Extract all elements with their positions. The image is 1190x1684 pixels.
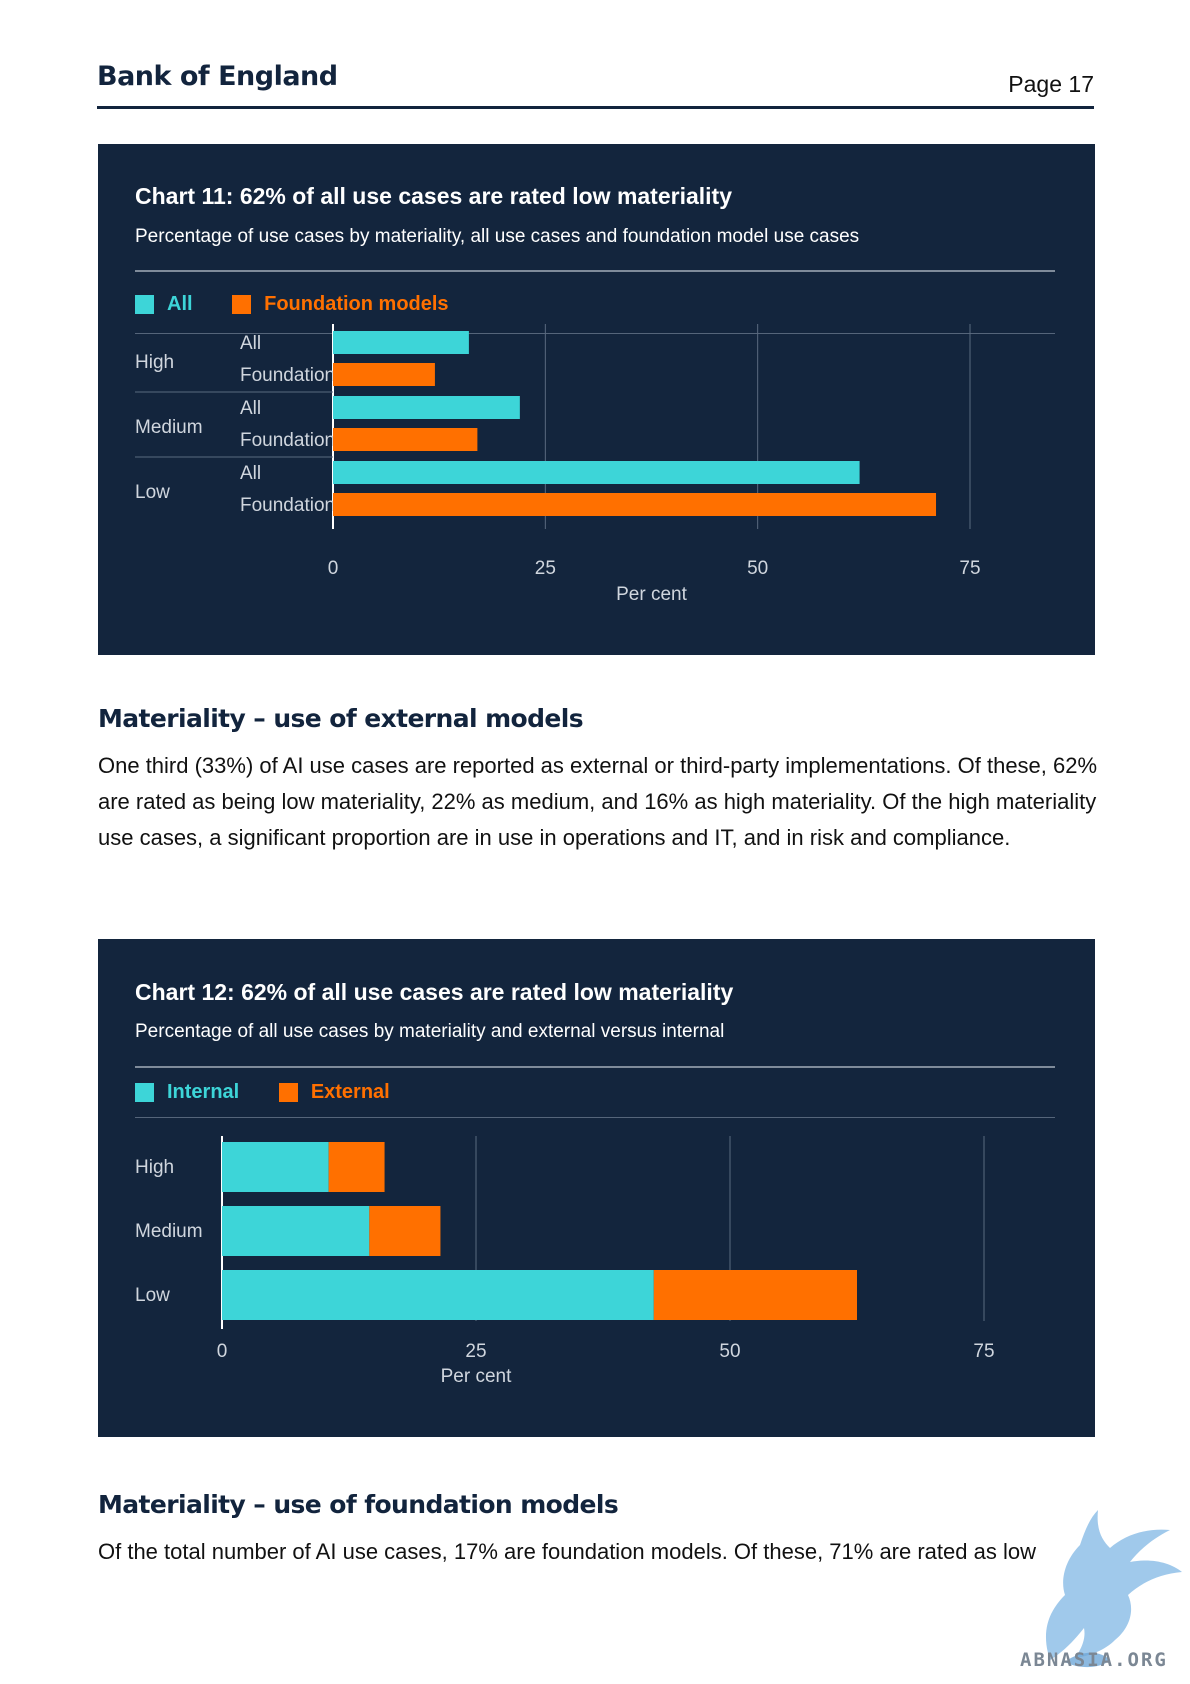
sub-label-all: All — [240, 333, 261, 354]
sub-label-foundation: Foundation — [240, 495, 335, 516]
category-label-high: High — [135, 352, 174, 373]
x-tick-label: 0 — [328, 558, 339, 579]
watermark-text: ABNASIA.ORG — [1020, 1649, 1168, 1671]
bar-high-external — [328, 1142, 385, 1192]
legend-label-all: All — [167, 293, 193, 315]
legend-label-internal: Internal — [167, 1081, 240, 1103]
legend-swatch-external — [278, 1083, 298, 1102]
bar-medium-all — [333, 396, 520, 419]
legend-item-all: All — [135, 293, 193, 316]
x-tick-label: 50 — [747, 558, 768, 579]
category-label-low: Low — [135, 482, 170, 503]
legend-item-internal: Internal — [135, 1081, 239, 1104]
bar-high-all — [333, 331, 469, 354]
legend-swatch-all — [135, 295, 154, 314]
bar-low-external — [653, 1270, 857, 1320]
brand-name: Bank of England — [97, 61, 338, 92]
bar-medium-external — [369, 1206, 441, 1256]
x-tick-label: 25 — [465, 1341, 486, 1362]
dragon-watermark-icon — [1045, 1510, 1182, 1668]
chart-12-plot: 0 25 50 75 High Medium Low Per cent — [135, 1136, 995, 1387]
chart-11-subtitle: Percentage of use cases by materiality, … — [135, 226, 860, 247]
chart-12-legend: Internal External — [135, 1081, 424, 1108]
bar-low-foundation-models — [333, 493, 937, 516]
x-tick-label: 75 — [959, 558, 980, 579]
sub-label-foundation: Foundation — [240, 365, 335, 386]
x-tick-label: 50 — [719, 1341, 740, 1362]
chart-12-title: Chart 12: 62% of all use cases are rated… — [135, 979, 734, 1005]
sub-label-all: All — [240, 463, 261, 484]
chart-11-top-rule — [135, 270, 1055, 272]
page-header: Bank of England Page 17 — [97, 58, 1094, 109]
paragraph-foundation-models: Of the total number of AI use cases, 17%… — [98, 1539, 1036, 1564]
chart-11-legend-rule — [135, 333, 1055, 334]
chart-11-title: Chart 11: 62% of all use cases are rated… — [135, 183, 733, 209]
bar-low-internal — [222, 1270, 654, 1320]
x-tick-label: 75 — [973, 1341, 994, 1362]
x-axis-label: Per cent — [616, 584, 687, 605]
bar-low-all — [333, 461, 860, 484]
chart-11-plot: 0 25 50 75 High All Foundation Medium All Foundat… — [135, 324, 981, 605]
x-axis-label: Per cent — [441, 1366, 512, 1387]
legend-label-external: External — [310, 1081, 390, 1103]
sub-label-foundation: Foundation — [240, 430, 335, 451]
bar-high-internal — [222, 1142, 329, 1192]
chart-12-top-rule — [135, 1066, 1055, 1068]
category-label-high: High — [135, 1157, 174, 1178]
chart-12-subtitle: Percentage of all use cases by materiali… — [135, 1021, 725, 1042]
x-tick-label: 25 — [535, 558, 556, 579]
page-number: Page 17 — [1008, 71, 1094, 97]
category-label-low: Low — [135, 1285, 170, 1306]
section-heading-external-models: Materiality – use of external models — [98, 704, 584, 733]
bar-medium-internal — [222, 1206, 370, 1256]
chart-12-panel: Chart 12: 62% of all use cases are rated… — [98, 939, 1095, 1437]
chart-11-panel: Chart 11: 62% of all use cases are rated… — [98, 144, 1095, 655]
legend-swatch-internal — [135, 1083, 154, 1102]
legend-swatch-foundation — [232, 295, 252, 314]
section-heading-foundation-models: Materiality – use of foundation models — [98, 1490, 619, 1519]
category-label-medium: Medium — [135, 1221, 203, 1242]
legend-item-foundation: Foundation models — [232, 293, 449, 316]
chart-12-legend-rule — [135, 1117, 1055, 1118]
bar-medium-foundation-models — [333, 428, 478, 451]
chart-11-legend: All Foundation models — [135, 293, 483, 320]
legend-label-foundation: Foundation models — [264, 293, 449, 315]
paragraph-external-models: One third (33%) of AI use cases are repo… — [98, 753, 1098, 850]
x-tick-label: 0 — [217, 1341, 228, 1362]
sub-label-all: All — [240, 398, 261, 419]
category-label-medium: Medium — [135, 417, 203, 438]
legend-item-external: External — [278, 1081, 390, 1104]
bar-high-foundation-models — [333, 363, 435, 386]
